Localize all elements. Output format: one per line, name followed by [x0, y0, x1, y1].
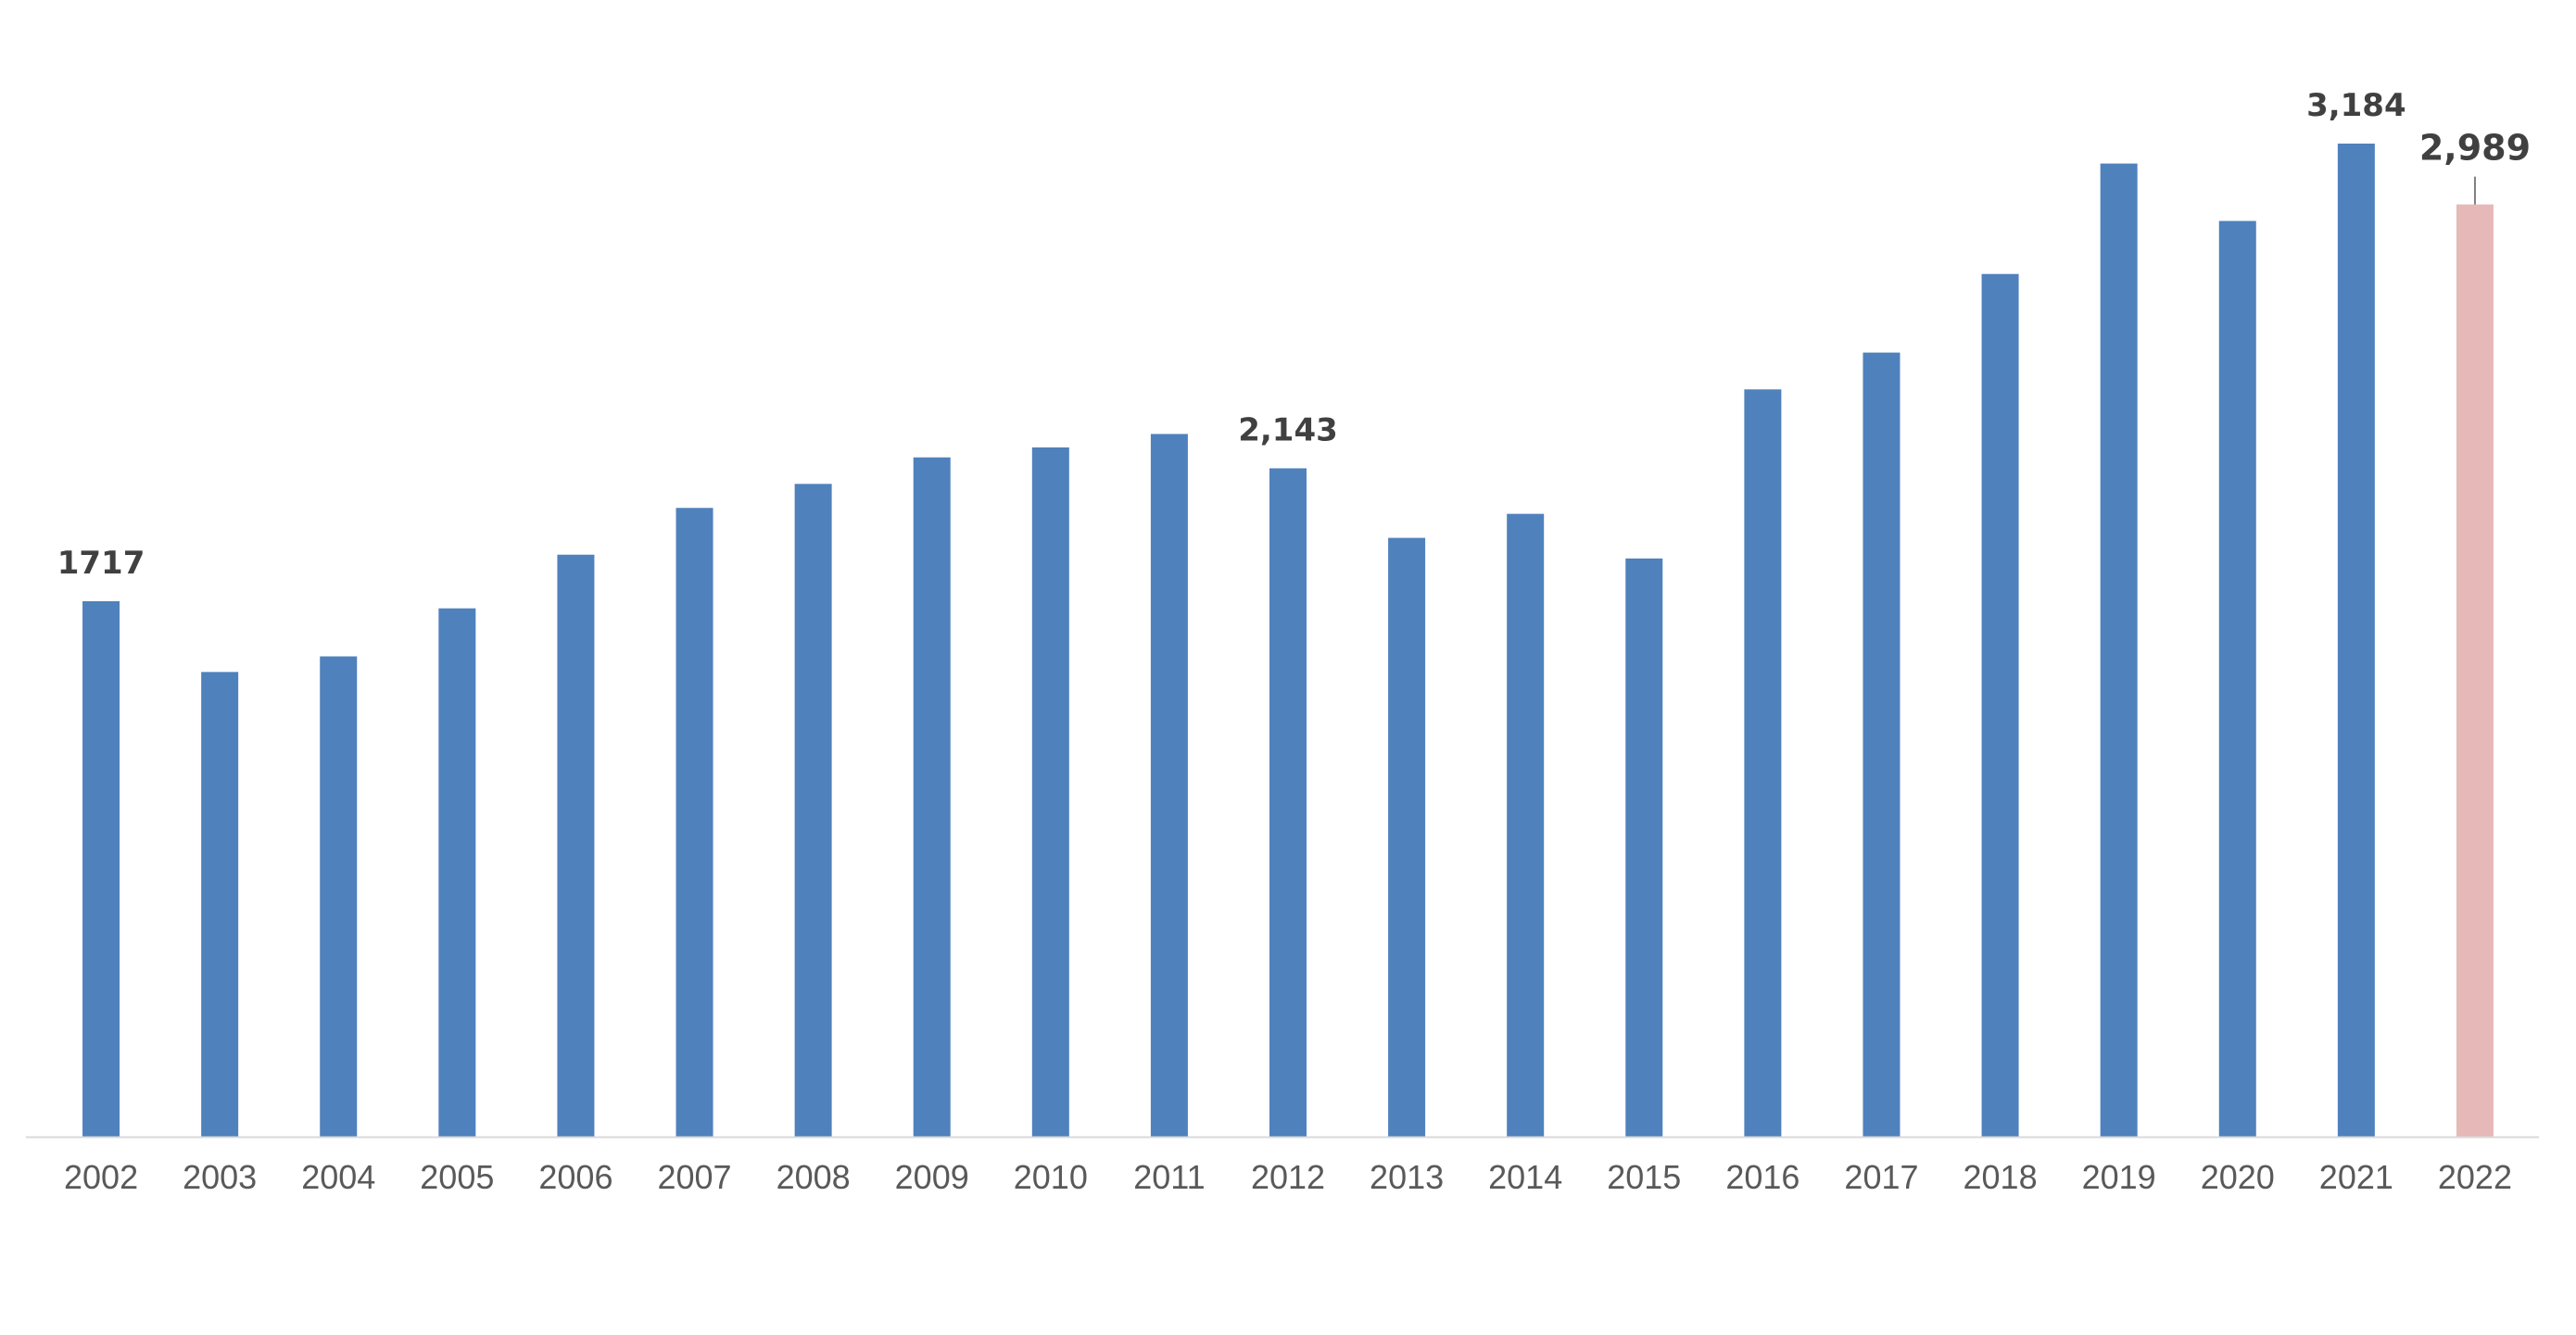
bar-2021 [2337, 144, 2375, 1137]
bar-2005 [438, 608, 476, 1137]
bar-2004 [320, 656, 358, 1137]
x-tick-label-2009: 2009 [895, 1158, 969, 1196]
bar-2011 [1150, 434, 1188, 1137]
bar-2016 [1744, 389, 1782, 1137]
data-label-2022: 2,989 [2419, 128, 2531, 169]
x-tick-label-2016: 2016 [1725, 1158, 1799, 1196]
x-tick-label-2003: 2003 [183, 1158, 257, 1196]
data-label-2002: 1717 [57, 545, 145, 582]
x-tick-label-2005: 2005 [420, 1158, 494, 1196]
x-tick-label-2020: 2020 [2201, 1158, 2275, 1196]
x-tick-label-2019: 2019 [2082, 1158, 2156, 1196]
bar-2012 [1269, 468, 1307, 1137]
bar-2013 [1388, 537, 1426, 1137]
bar-2017 [1863, 352, 1900, 1137]
data-label-2021: 3,184 [2306, 87, 2406, 124]
bar-2002 [82, 600, 120, 1137]
x-tick-label-2012: 2012 [1251, 1158, 1325, 1196]
x-tick-label-2006: 2006 [538, 1158, 612, 1196]
bar-2007 [676, 508, 713, 1137]
bar-2015 [1625, 558, 1663, 1137]
x-tick-label-2013: 2013 [1370, 1158, 1444, 1196]
x-tick-label-2008: 2008 [777, 1158, 851, 1196]
bar-2006 [557, 554, 595, 1137]
x-tick-label-2015: 2015 [1607, 1158, 1681, 1196]
data-labels: 1717 2,143 3,184 2,989 [57, 87, 2531, 582]
bar-2019 [2100, 163, 2138, 1138]
x-tick-label-2004: 2004 [301, 1158, 375, 1196]
bar-2010 [1031, 447, 1069, 1137]
bar-2018 [1981, 273, 2019, 1138]
x-tick-label-2002: 2002 [64, 1158, 138, 1196]
x-tick-labels: 2002 2003 2004 2005 2006 2007 2008 2009 2010 2011… [64, 1158, 2512, 1196]
bar-2014 [1507, 513, 1545, 1137]
data-label-2012: 2,143 [1238, 411, 1338, 448]
bar-2020 [2218, 220, 2256, 1137]
x-tick-label-2014: 2014 [1488, 1158, 1562, 1196]
x-tick-label-2022: 2022 [2438, 1158, 2512, 1196]
x-tick-label-2017: 2017 [1844, 1158, 1918, 1196]
bar-2022 [2456, 204, 2494, 1137]
x-tick-label-2010: 2010 [1014, 1158, 1088, 1196]
x-tick-label-2007: 2007 [657, 1158, 731, 1196]
bars-group [82, 144, 2494, 1138]
bar-2003 [201, 672, 239, 1137]
x-tick-label-2018: 2018 [1964, 1158, 2038, 1196]
x-tick-label-2011: 2011 [1133, 1158, 1205, 1196]
bar-2009 [913, 457, 951, 1138]
bar-2008 [794, 484, 832, 1137]
x-tick-label-2021: 2021 [2319, 1158, 2393, 1196]
